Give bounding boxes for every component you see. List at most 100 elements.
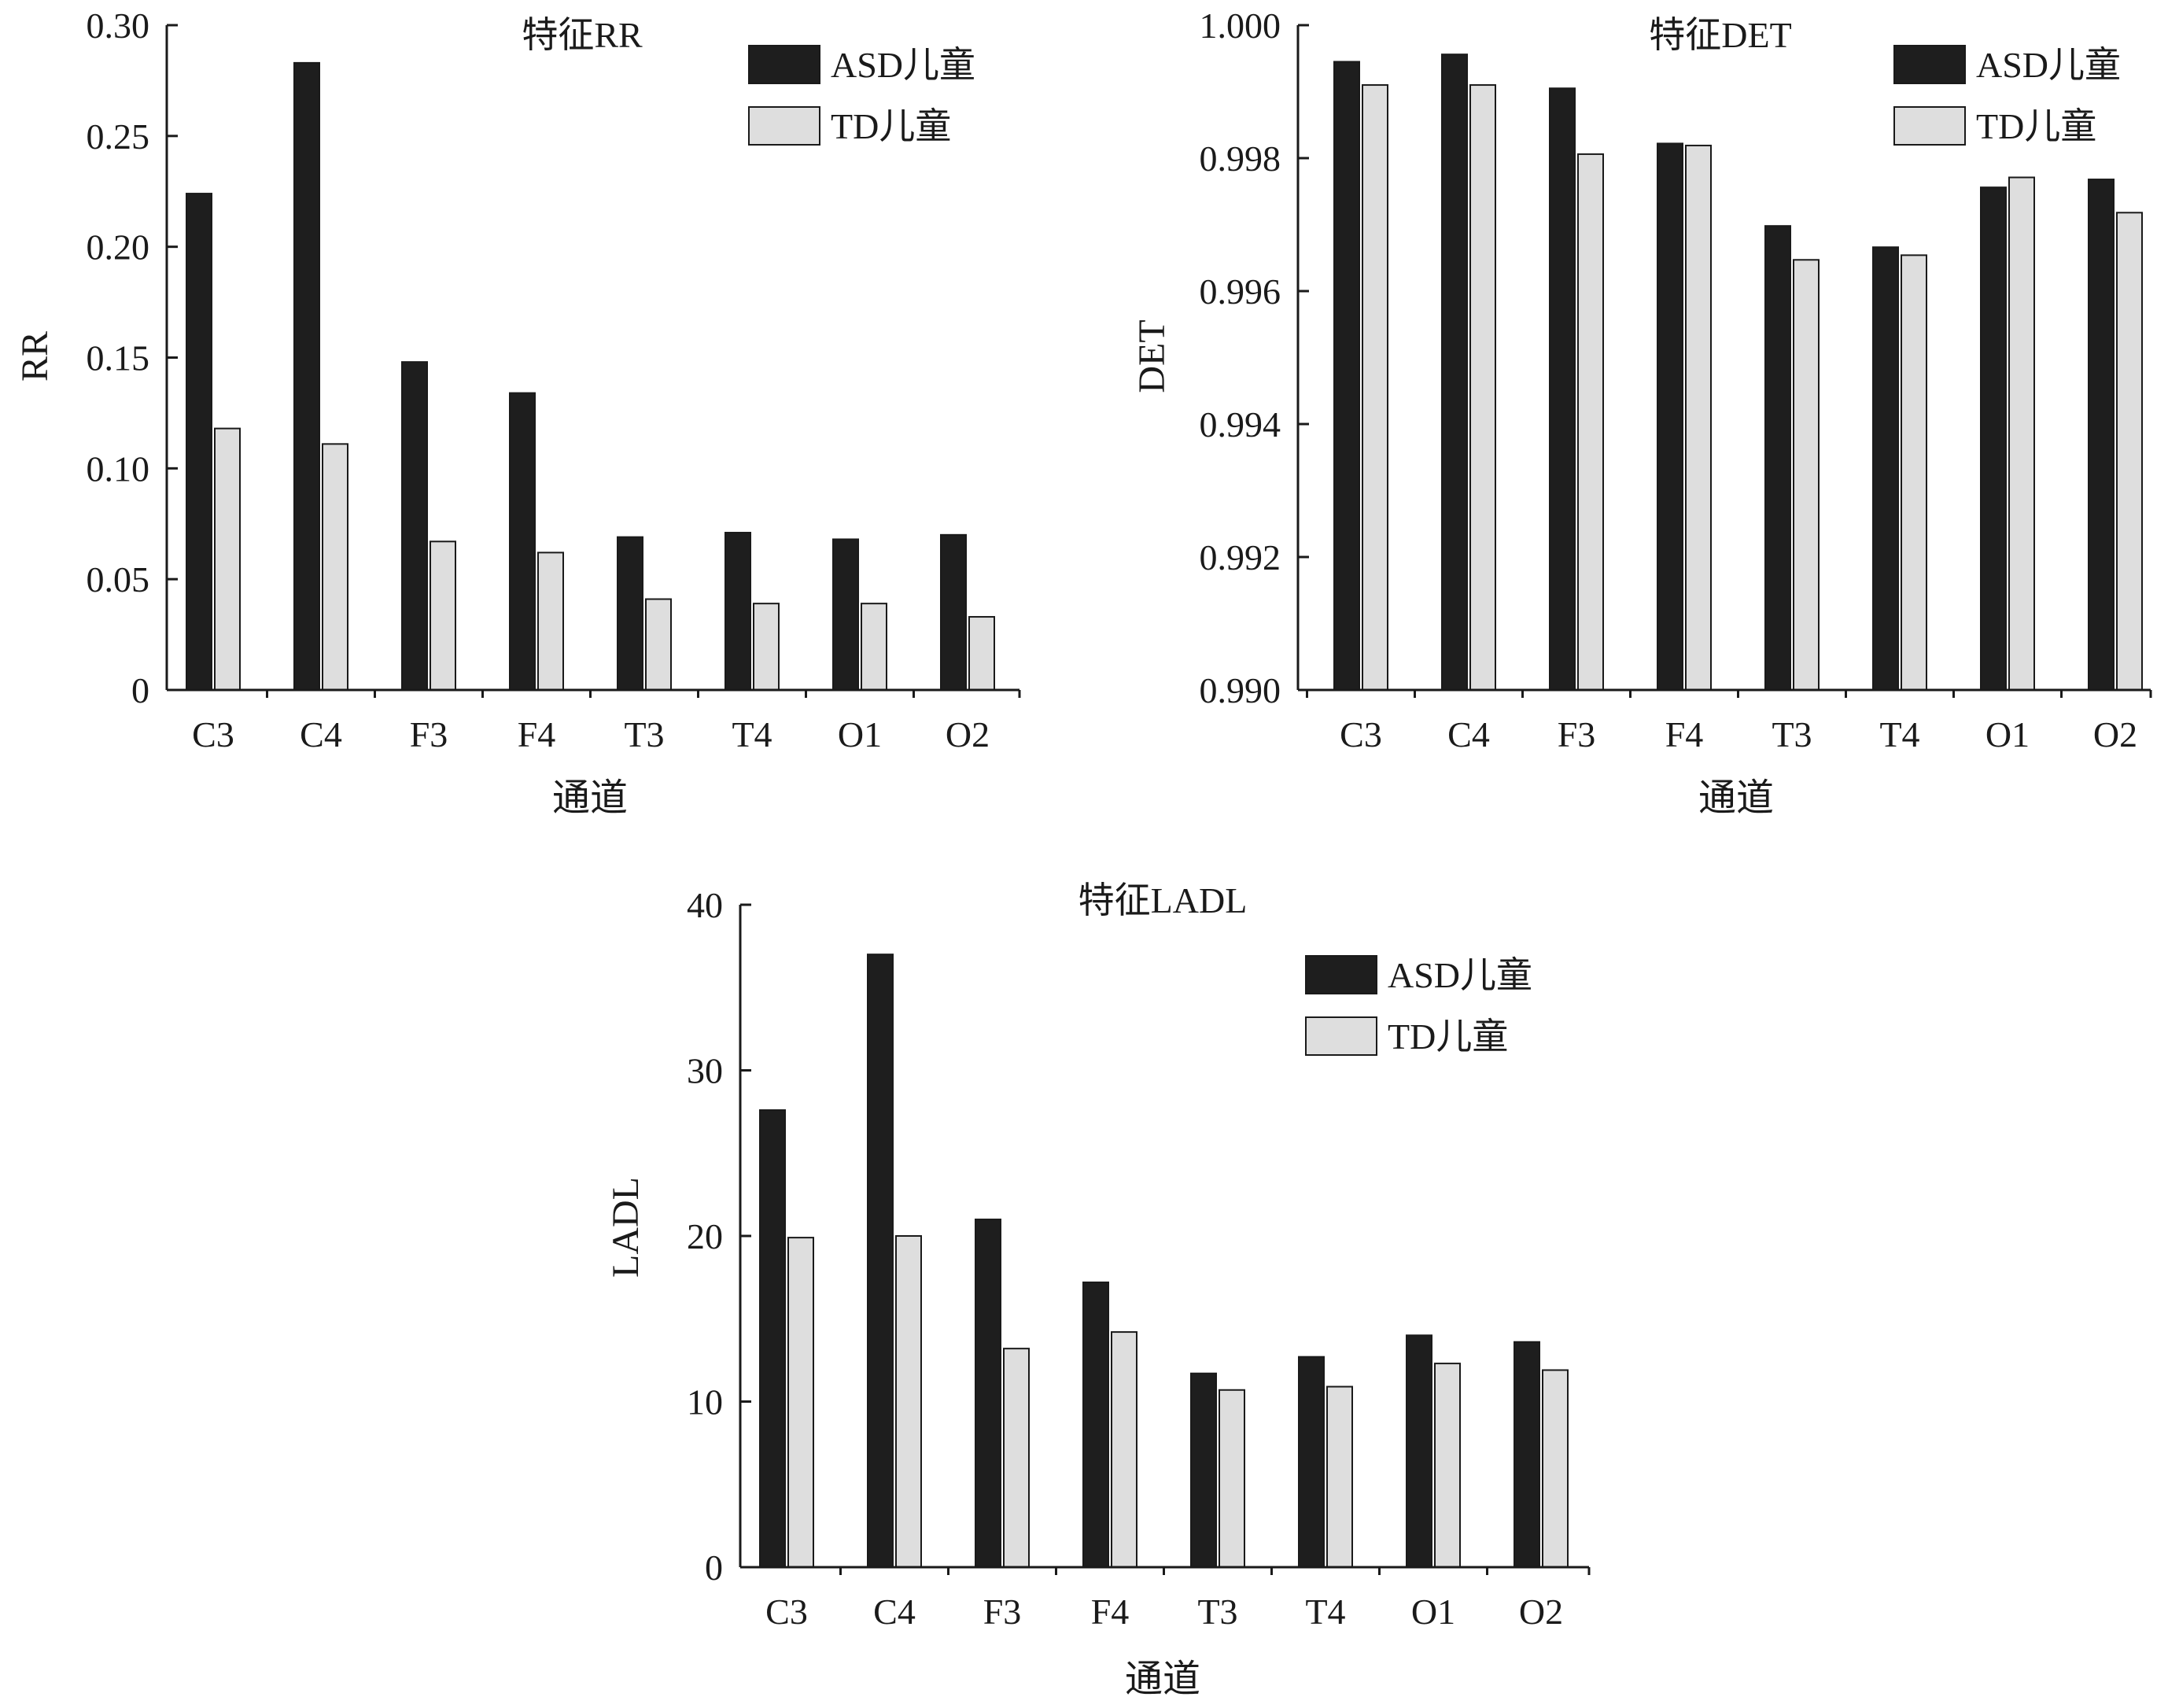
y-tick-label: 0 [705, 1548, 723, 1588]
x-tick-label-t3: T3 [1772, 714, 1812, 754]
bar-td-o2 [968, 616, 995, 691]
bar-asd-f4 [1657, 142, 1683, 692]
x-tick-label-t3: T3 [1197, 1592, 1237, 1632]
x-tick-label-c3: C3 [192, 714, 234, 754]
bar-td-f4 [1685, 144, 1712, 691]
bar-td-c3 [214, 427, 241, 692]
bar-td-t4 [1326, 1385, 1353, 1569]
y-tick-label: 0.994 [1200, 404, 1281, 445]
bar-asd-t4 [1872, 246, 1899, 692]
bar-asd-f4 [1082, 1281, 1109, 1568]
x-tick-label-f4: F4 [1665, 714, 1704, 754]
bar-asd-t4 [725, 532, 751, 691]
y-axis-title: LADL [605, 1177, 647, 1278]
bar-asd-o1 [1406, 1334, 1432, 1569]
x-axis-title: 通道 [1125, 1658, 1200, 1700]
chart-rr: C3 C4 F3 F4 T3 T4 O1 O2 0 0.05 0.10 0.15 0.20 0.25 0.3… [14, 6, 1021, 819]
bar-td-f3 [1003, 1348, 1030, 1568]
chart-title: 特征RR [522, 15, 643, 55]
bar-td-o2 [2116, 212, 2143, 692]
bar-asd-f3 [975, 1218, 1001, 1568]
x-tick-label-o2: O2 [2093, 714, 2137, 754]
x-tick-label-f4: F4 [1091, 1592, 1130, 1632]
bar-td-o2 [1542, 1369, 1569, 1568]
bar-asd-c3 [759, 1109, 786, 1568]
x-axis-title: 通道 [1698, 777, 1774, 819]
x-tick-label-o1: O1 [1411, 1592, 1455, 1632]
y-tick-label: 0.998 [1200, 138, 1281, 179]
y-axis-title: DET [1131, 319, 1173, 393]
bar-asd-t4 [1298, 1356, 1325, 1569]
chart-det: C3 C4 F3 F4 T3 T4 O1 O2 0.990 0.992 0.994 0.996 0.99… [1131, 6, 2152, 819]
x-tick-label-f4: F4 [518, 714, 556, 754]
legend-swatch-asd [1893, 45, 1966, 84]
bar-td-o1 [861, 603, 887, 692]
y-tick-label: 20 [687, 1216, 723, 1256]
bar-td-f4 [1111, 1331, 1137, 1568]
x-tick-label-c3: C3 [1340, 714, 1382, 754]
y-tick-label: 0.10 [87, 448, 150, 489]
bar-td-c3 [1362, 84, 1388, 692]
y-tick-label: 40 [687, 885, 723, 925]
bar-asd-c3 [1333, 61, 1360, 692]
bar-asd-t3 [1764, 225, 1791, 691]
bar-td-t3 [1793, 259, 1820, 692]
x-tick-label-t4: T4 [1879, 714, 1919, 754]
legend-swatch-asd [748, 45, 820, 84]
y-tick-label: 1.000 [1200, 6, 1281, 46]
x-tick-label-c4: C4 [1447, 714, 1490, 754]
bar-asd-f3 [401, 361, 428, 691]
chart-title: 特征LADL [1078, 880, 1248, 920]
y-tick-label: 0.996 [1200, 271, 1281, 312]
bar-td-t3 [1219, 1389, 1245, 1569]
bar-td-c4 [1469, 84, 1496, 692]
bar-td-c3 [787, 1237, 814, 1568]
bar-asd-o2 [2088, 179, 2115, 692]
legend-label-td: TD儿童 [1388, 1016, 1508, 1057]
bar-asd-o2 [1514, 1341, 1540, 1568]
legend-label-asd: ASD儿童 [1976, 45, 2121, 85]
bar-asd-c3 [186, 193, 212, 692]
y-tick-label: 0.30 [87, 6, 150, 46]
legend: ASD儿童 TD儿童 [1305, 955, 1532, 1057]
x-axis-title: 通道 [552, 777, 628, 819]
x-tick-label-t4: T4 [1305, 1592, 1345, 1632]
y-tick-label: 0.20 [87, 227, 150, 267]
x-tick-label-o2: O2 [946, 714, 990, 754]
y-tick-label: 0.990 [1200, 670, 1281, 710]
legend-label-asd: ASD儿童 [1388, 955, 1532, 995]
x-tick-label-o2: O2 [1519, 1592, 1563, 1632]
bar-asd-c4 [293, 61, 320, 691]
y-tick-label: 0.15 [87, 338, 150, 378]
y-axis-title: RR [14, 331, 56, 382]
y-tick-label: 0.05 [87, 559, 150, 599]
x-tick-label-t3: T3 [624, 714, 664, 754]
y-tick-label: 10 [687, 1382, 723, 1422]
bar-asd-t3 [1190, 1372, 1217, 1568]
bar-td-f3 [1577, 153, 1604, 691]
x-tick-label-c4: C4 [873, 1592, 916, 1632]
bar-asd-f4 [509, 392, 536, 691]
legend-label-asd: ASD儿童 [831, 45, 975, 85]
bar-asd-t3 [617, 536, 643, 692]
bar-td-f3 [430, 540, 456, 691]
chart-title: 特征DET [1649, 15, 1791, 55]
bar-td-o1 [2008, 176, 2035, 691]
bar-asd-o1 [1980, 186, 2007, 691]
x-tick-label-t4: T4 [732, 714, 772, 754]
legend: ASD儿童 TD儿童 [1893, 45, 2121, 146]
x-tick-label-c4: C4 [300, 714, 342, 754]
chart-ladl: C3 C4 F3 F4 T3 T4 O1 O2 0 10 20 30 40 LADL 通道 特征LADL ASD… [605, 880, 1591, 1700]
y-tick-label: 0 [131, 670, 149, 710]
bar-td-c4 [322, 443, 348, 691]
bar-asd-f3 [1549, 87, 1576, 691]
legend: ASD儿童 TD儿童 [748, 45, 975, 146]
legend-swatch-td [1305, 1016, 1377, 1056]
x-tick-label-o1: O1 [838, 714, 882, 754]
bar-asd-o1 [832, 538, 859, 692]
x-tick-label-f3: F3 [983, 1592, 1022, 1632]
x-tick-label-o1: O1 [1985, 714, 2030, 754]
legend-label-td: TD儿童 [831, 106, 951, 146]
bar-td-t4 [753, 603, 780, 692]
